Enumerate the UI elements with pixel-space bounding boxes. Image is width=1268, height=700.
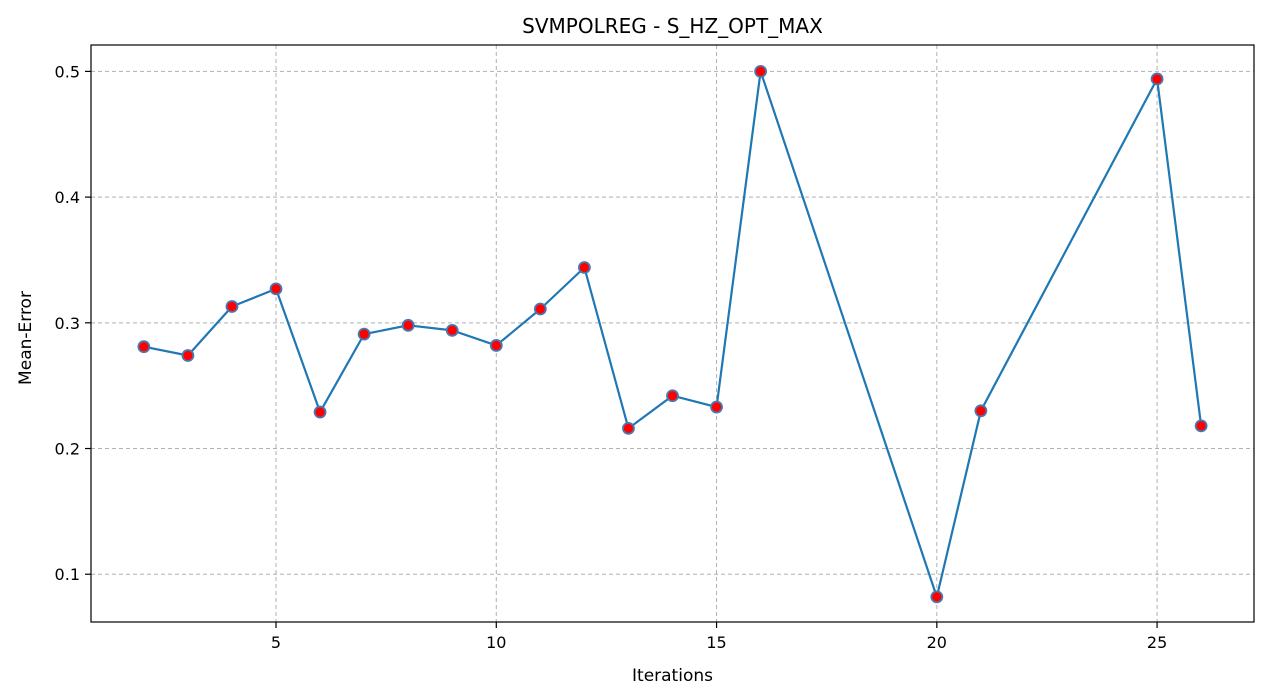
series-line [143, 70, 1203, 598]
data-point [930, 590, 944, 604]
data-point [137, 340, 151, 354]
data-point [754, 64, 768, 78]
x-tick-label: 10 [486, 633, 506, 652]
y-tick-label: 0.1 [55, 565, 80, 584]
y-tick-label: 0.4 [55, 188, 80, 207]
chart-title: SVMPOLREG - S_HZ_OPT_MAX [522, 14, 823, 38]
x-tick-label: 20 [927, 633, 947, 652]
data-point [577, 261, 591, 274]
data-point [1150, 72, 1164, 86]
grid [91, 45, 1254, 622]
data-point [1194, 419, 1208, 433]
y-tick-label: 0.3 [55, 314, 80, 333]
x-axis-label: Iterations [632, 666, 713, 686]
data-point [401, 318, 415, 332]
data-point [974, 404, 988, 418]
y-tick-label: 0.5 [55, 62, 80, 81]
data-point [710, 400, 723, 414]
y-tick-label: 0.2 [55, 440, 80, 459]
data-point [489, 339, 503, 352]
data-point [181, 349, 195, 362]
data-point [357, 327, 371, 341]
data-point [666, 389, 679, 403]
data-point [445, 323, 459, 337]
x-tick-label: 5 [271, 633, 281, 652]
data-point [313, 405, 327, 419]
x-tick-label: 25 [1147, 633, 1167, 652]
plot-frame [90, 44, 1255, 623]
x-tick-label: 15 [706, 633, 726, 652]
ticks: 5 10 15 20 25 0.1 0.2 0.3 0.4 0.5 [55, 62, 1168, 652]
series-layer [137, 64, 1208, 604]
data-point [533, 302, 547, 316]
y-axis-label: Mean-Error [16, 291, 36, 385]
data-point [622, 422, 635, 435]
data-point [225, 300, 239, 313]
data-point [269, 282, 283, 296]
